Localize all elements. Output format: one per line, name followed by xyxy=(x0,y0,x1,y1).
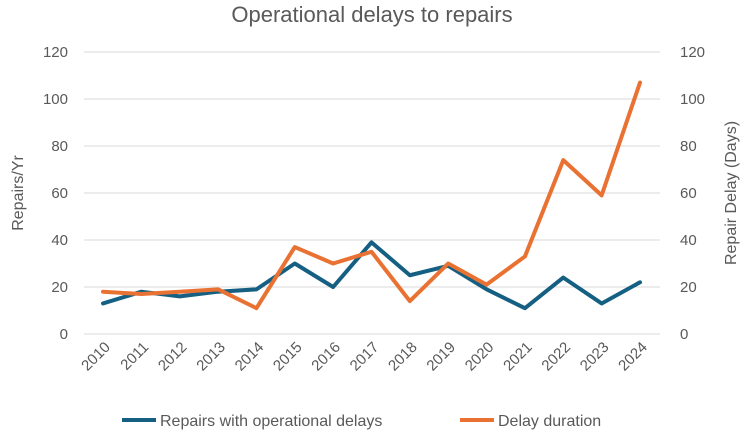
y2-axis-label: Repair Delay (Days) xyxy=(723,121,740,265)
y-tick-label: 100 xyxy=(43,91,68,108)
y-tick-label: 60 xyxy=(51,185,68,202)
x-tick-label: 2015 xyxy=(270,339,306,375)
x-tick-label: 2024 xyxy=(615,339,651,375)
x-tick-label: 2020 xyxy=(462,339,498,375)
x-tick-label: 2021 xyxy=(500,339,536,375)
x-tick-label: 2017 xyxy=(347,339,383,375)
y-tick-label: 40 xyxy=(51,232,68,249)
y-tick-label: 0 xyxy=(60,326,68,343)
y2-tick-label: 120 xyxy=(680,44,705,61)
series-line-0 xyxy=(101,240,642,311)
y2-tick-label: 60 xyxy=(680,185,697,202)
x-tick-label: 2018 xyxy=(385,339,421,375)
x-tick-label: 2010 xyxy=(78,339,114,375)
y2-tick-label: 0 xyxy=(680,326,688,343)
x-tick-label: 2022 xyxy=(538,339,574,375)
series-line-1 xyxy=(101,80,642,311)
y2-tick-label: 100 xyxy=(680,91,705,108)
y-tick-label: 80 xyxy=(51,138,68,155)
y2-tick-label: 80 xyxy=(680,138,697,155)
x-tick-label: 2011 xyxy=(117,339,152,374)
y2-tick-label: 40 xyxy=(680,232,697,249)
legend-label: Repairs with operational delays xyxy=(160,413,382,430)
x-tick-label: 2019 xyxy=(423,339,459,375)
y-tick-label: 120 xyxy=(43,44,68,61)
x-tick-label: 2014 xyxy=(232,339,268,375)
x-tick-label: 2012 xyxy=(155,339,191,375)
y-axis-label: Repairs/Yr xyxy=(10,155,27,231)
legend-label: Delay duration xyxy=(498,413,601,430)
y2-tick-label: 20 xyxy=(680,279,697,296)
chart-title: Operational delays to repairs xyxy=(231,2,512,27)
x-tick-label: 2016 xyxy=(308,339,344,375)
x-tick-label: 2013 xyxy=(193,339,229,375)
y-tick-label: 20 xyxy=(51,279,68,296)
x-tick-label: 2023 xyxy=(577,339,613,375)
